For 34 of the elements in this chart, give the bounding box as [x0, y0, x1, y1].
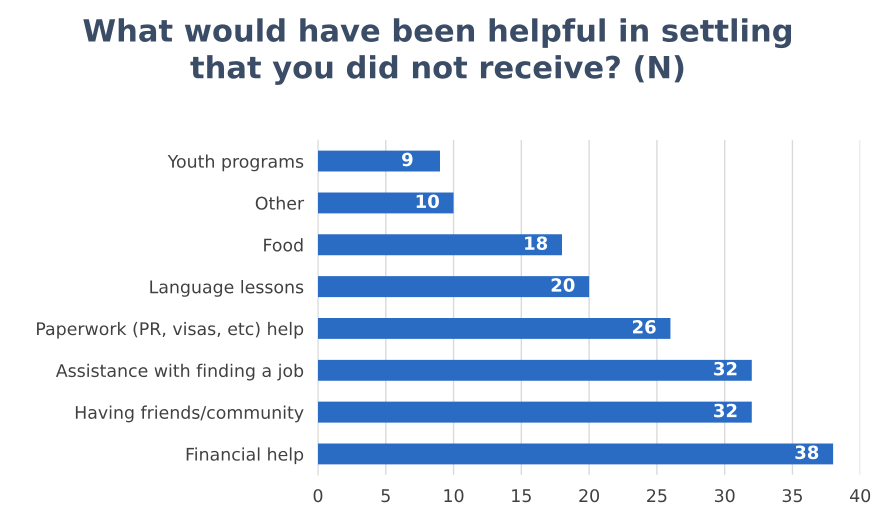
- bar: [318, 150, 440, 172]
- y-tick-label: Paperwork (PR, visas, etc) help: [37, 322, 304, 339]
- x-tick-label: 30: [714, 489, 735, 502]
- y-tick-label: Having friends/community: [76, 406, 304, 422]
- data-label: 10: [416, 194, 439, 208]
- x-tick-label: 10: [444, 489, 464, 502]
- x-tick-label: 40: [850, 489, 870, 502]
- data-label: 32: [714, 404, 736, 418]
- bar: [318, 276, 590, 298]
- data-label: 26: [632, 320, 656, 334]
- bar: [318, 402, 752, 423]
- x-tick-label: 20: [579, 489, 600, 502]
- x-tick-label: 35: [782, 489, 802, 502]
- y-tick-label: Other: [256, 196, 304, 210]
- x-tick-label: 0: [314, 489, 322, 502]
- bar: [318, 360, 752, 381]
- chart-title: What would have been helpful in settling that you did not receive? (N): [83, 18, 792, 85]
- bar: [318, 192, 454, 214]
- data-label: 9: [402, 152, 413, 166]
- x-tick-label: 15: [512, 489, 531, 502]
- y-tick-label: Food: [264, 238, 303, 252]
- x-tick-label: 5: [382, 489, 390, 502]
- data-label: 38: [795, 446, 818, 460]
- data-label: 18: [525, 236, 548, 250]
- y-tick-label: Financial help: [186, 447, 304, 464]
- bar: [318, 444, 834, 464]
- x-tick-label: 25: [647, 489, 666, 502]
- bar: [318, 318, 670, 339]
- data-label: 32: [714, 362, 736, 376]
- y-tick-label: Youth programs: [168, 154, 304, 172]
- data-label: 20: [552, 278, 574, 292]
- bar: [318, 234, 562, 256]
- y-tick-label: Language lessons: [150, 280, 304, 297]
- y-tick-label: Assistance with finding a job: [56, 364, 304, 380]
